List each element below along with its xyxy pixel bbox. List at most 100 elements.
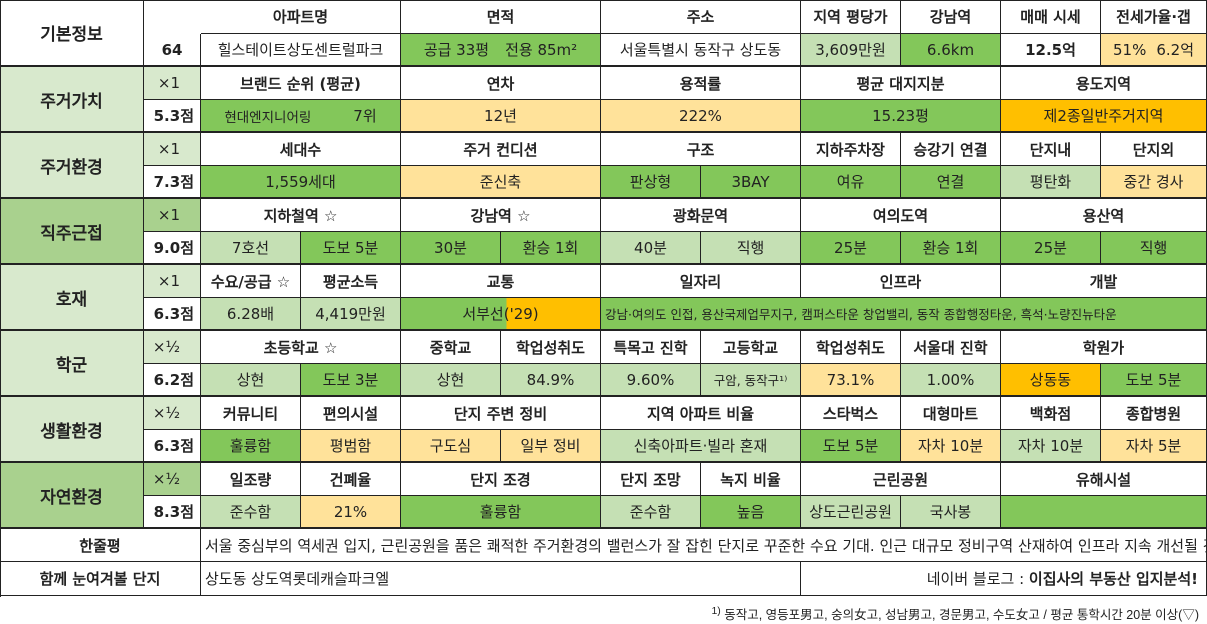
brand-rank: 7위	[353, 107, 377, 125]
category-weight: ×½	[144, 463, 201, 496]
category-score: 6.3점	[144, 430, 201, 463]
households-value: 1,559세대	[201, 166, 401, 199]
condition-value: 준신축	[401, 166, 601, 199]
life_section-header: 편의시설	[301, 397, 401, 430]
gangnam-transfer-value: 환승 1회	[501, 232, 601, 265]
category-weight: ×½	[144, 331, 201, 364]
dev_section-header: 평균소득	[301, 265, 401, 298]
footnote-mark: 1)	[711, 605, 721, 617]
category-name: 호재	[0, 265, 144, 331]
nature_section-header: 유해시설	[1001, 463, 1207, 496]
env_section-header: 단지내	[1001, 133, 1101, 166]
value_section-header: 용적률	[601, 67, 801, 100]
commute_section-header: 여의도역	[801, 199, 1001, 232]
elevator-value: 연결	[901, 166, 1001, 199]
hospital-value: 자차 5분	[1101, 430, 1207, 463]
sunlight-value: 준수함	[201, 496, 301, 529]
nature_section-header: 단지 조경	[401, 463, 601, 496]
view-value: 준수함	[601, 496, 701, 529]
category-score: 9.0점	[144, 232, 201, 265]
park-mountain-value: 국사봉	[901, 496, 1001, 529]
env_section-header: 승강기 연결	[901, 133, 1001, 166]
brand-rank-value: 현대엔지니어링 7위	[201, 100, 401, 133]
dev_section-header: 수요/공급 ☆	[201, 265, 301, 298]
development-value: 강남·여의도 인접, 용산국제업무지구, 캠퍼스타운 창업밸리, 동작 종합행정…	[601, 298, 1207, 331]
school_section-header: 학원가	[1001, 331, 1207, 364]
yeouido-time-value: 25분	[801, 232, 901, 265]
community-value: 훌륭함	[201, 430, 301, 463]
brand-name: 현대엔지니어링	[224, 109, 312, 126]
avg-income-value: 4,419만원	[301, 298, 401, 331]
category-weight: ×1	[144, 67, 201, 100]
zoning-value: 제2종일반주거지역	[1001, 100, 1207, 133]
school_section-header: 초등학교 ☆	[201, 331, 401, 364]
park-name-value: 상도근린공원	[801, 496, 901, 529]
value_section-header: 평균 대지지분	[801, 67, 1001, 100]
category-score: 5.3점	[144, 100, 201, 133]
parking-value: 여유	[801, 166, 901, 199]
value_section-header: 브랜드 순위 (평균)	[201, 67, 401, 100]
env_section-header: 주거 컨디션	[401, 133, 601, 166]
apartment-name: 힐스테이트상도센트럴파크	[201, 34, 401, 67]
yongsan-time-value: 25분	[1001, 232, 1101, 265]
life_section-header: 대형마트	[901, 397, 1001, 430]
basic-header: 주소	[601, 0, 801, 34]
basic-header: 전세가율·갭	[1101, 0, 1207, 34]
mart-value: 자차 10분	[901, 430, 1001, 463]
summary-label: 한줄평	[0, 529, 201, 562]
middle-school-value: 상현	[401, 364, 501, 397]
department-store-value: 자차 10분	[1001, 430, 1101, 463]
outside-terrain-value: 중간 경사	[1101, 166, 1207, 199]
life_section-header: 단지 주변 정비	[401, 397, 601, 430]
hazard-facility-value	[1001, 496, 1207, 529]
apartment-ratio-value: 신축아파트·빌라 혼재	[601, 430, 801, 463]
floor-area-ratio-value: 222%	[601, 100, 801, 133]
gwanghwamun-transfer-value: 직행	[701, 232, 801, 265]
area-exclusive: 전용 85m²	[505, 41, 578, 59]
convenience-value: 평범함	[301, 430, 401, 463]
summary-text: 서울 중심부의 역세권 입지, 근린공원을 품은 쾌적한 주거환경의 밸런스가 …	[201, 529, 1207, 562]
category-name: 학군	[0, 331, 144, 397]
basic-header: 아파트명	[201, 0, 401, 34]
life_section-header: 백화점	[1001, 397, 1101, 430]
nature_section-header: 일조량	[201, 463, 301, 496]
value_section-header: 연차	[401, 67, 601, 100]
transport-value: 서부선('29)	[401, 298, 601, 331]
starbucks-value: 도보 5분	[801, 430, 901, 463]
school_section-header: 고등학교	[701, 331, 801, 364]
category-score: 8.3점	[144, 496, 201, 529]
special-high-value: 9.60%	[601, 364, 701, 397]
high-school-value: 구암, 동작구¹⁾	[701, 364, 801, 397]
yongsan-transfer-value: 직행	[1101, 232, 1207, 265]
basic-header: 지역 평당가	[801, 0, 901, 34]
sale-price: 12.5억	[1001, 34, 1101, 67]
life_section-header: 커뮤니티	[201, 397, 301, 430]
real-estate-analysis-sheet: 기본정보 64 아파트명 면적 주소 지역 평당가 강남역 매매 시세 전세가율·갭 힐스테이트상…	[0, 0, 1207, 597]
structure-bay-value: 3BAY	[701, 166, 801, 199]
academy-walk-value: 도보 5분	[1101, 364, 1207, 397]
category-weight: ×1	[144, 133, 201, 166]
category-score: 7.3점	[144, 166, 201, 199]
basic-header: 면적	[401, 0, 601, 34]
subway-walk-value: 도보 5분	[301, 232, 401, 265]
address-value: 서울특별시 동작구 상도동	[601, 34, 801, 67]
life_section-header: 종합병원	[1101, 397, 1207, 430]
related-label: 함께 눈여겨볼 단지	[0, 562, 201, 596]
jeonse-gap: 51% 6.2억	[1101, 34, 1207, 67]
category-name: 직주근접	[0, 199, 144, 265]
gangnam-time-value: 30분	[401, 232, 501, 265]
commute_section-header: 용산역	[1001, 199, 1207, 232]
basic-number: 64	[144, 34, 201, 67]
category-weight: ×1	[144, 199, 201, 232]
transport-text: 서부선('29)	[462, 305, 539, 323]
yeouido-transfer-value: 환승 1회	[901, 232, 1001, 265]
school_section-header: 서울대 진학	[901, 331, 1001, 364]
jeonse-ratio: 51%	[1113, 40, 1147, 59]
surroundings-maintenance-value: 일부 정비	[501, 430, 601, 463]
category-score: 6.2점	[144, 364, 201, 397]
area-supply: 공급 33평	[423, 41, 490, 59]
school_section-header: 특목고 진학	[601, 331, 701, 364]
gangnam-distance: 6.6km	[901, 34, 1001, 67]
value_section-header: 용도지역	[1001, 67, 1207, 100]
life_section-header: 스타벅스	[801, 397, 901, 430]
